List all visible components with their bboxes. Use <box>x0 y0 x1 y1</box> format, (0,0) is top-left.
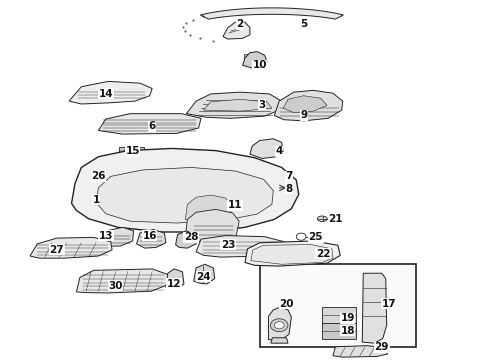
Text: 4: 4 <box>275 146 283 156</box>
Polygon shape <box>98 114 201 134</box>
Text: 21: 21 <box>328 215 343 224</box>
Polygon shape <box>194 264 215 284</box>
Polygon shape <box>30 237 112 258</box>
Ellipse shape <box>257 145 276 152</box>
FancyBboxPatch shape <box>322 307 356 323</box>
Circle shape <box>274 321 284 329</box>
Text: 22: 22 <box>316 248 330 258</box>
Bar <box>260 264 416 347</box>
Polygon shape <box>76 269 169 293</box>
Ellipse shape <box>274 174 283 177</box>
Polygon shape <box>185 195 231 225</box>
Polygon shape <box>274 90 343 121</box>
Polygon shape <box>175 231 196 248</box>
Text: 28: 28 <box>184 232 198 242</box>
Bar <box>119 147 131 154</box>
Text: 24: 24 <box>196 272 211 282</box>
Text: 8: 8 <box>285 184 293 194</box>
Text: 13: 13 <box>98 231 113 240</box>
Polygon shape <box>223 22 250 39</box>
Text: 11: 11 <box>228 200 243 210</box>
Polygon shape <box>333 346 388 357</box>
Text: 19: 19 <box>341 313 355 323</box>
Text: 30: 30 <box>108 281 123 291</box>
Polygon shape <box>269 307 292 341</box>
Ellipse shape <box>318 216 327 221</box>
Text: 14: 14 <box>98 89 113 99</box>
Polygon shape <box>137 229 166 248</box>
Text: 9: 9 <box>300 111 307 121</box>
Ellipse shape <box>212 189 239 203</box>
Text: 10: 10 <box>252 60 267 70</box>
Polygon shape <box>362 273 387 343</box>
Polygon shape <box>166 269 184 289</box>
Ellipse shape <box>144 188 171 201</box>
Polygon shape <box>251 244 333 264</box>
Polygon shape <box>243 51 267 68</box>
Ellipse shape <box>251 144 282 154</box>
Polygon shape <box>185 210 239 242</box>
Polygon shape <box>271 338 288 343</box>
Polygon shape <box>245 241 340 266</box>
Polygon shape <box>99 227 134 246</box>
Polygon shape <box>72 148 299 232</box>
Text: 23: 23 <box>220 239 235 249</box>
Polygon shape <box>69 81 152 104</box>
Text: 15: 15 <box>125 146 140 156</box>
Polygon shape <box>250 139 283 158</box>
Text: 16: 16 <box>143 231 157 240</box>
Text: 12: 12 <box>167 279 181 289</box>
Polygon shape <box>200 8 343 19</box>
Circle shape <box>270 319 288 332</box>
FancyBboxPatch shape <box>244 54 263 65</box>
Text: 3: 3 <box>259 100 266 110</box>
Text: 1: 1 <box>92 195 99 205</box>
Text: 7: 7 <box>285 171 293 181</box>
Polygon shape <box>203 99 272 111</box>
Ellipse shape <box>97 89 124 97</box>
Polygon shape <box>196 235 284 257</box>
Text: 20: 20 <box>279 299 294 309</box>
Text: 25: 25 <box>309 232 323 242</box>
Text: 29: 29 <box>375 342 389 352</box>
Text: 26: 26 <box>91 171 106 181</box>
Polygon shape <box>186 92 282 118</box>
Ellipse shape <box>203 185 247 207</box>
Polygon shape <box>283 96 327 113</box>
Text: 18: 18 <box>341 325 355 336</box>
Text: 2: 2 <box>237 19 244 29</box>
FancyBboxPatch shape <box>322 323 356 339</box>
Text: 6: 6 <box>148 121 156 131</box>
Bar <box>133 147 145 154</box>
Text: 27: 27 <box>49 245 64 255</box>
Circle shape <box>296 233 306 240</box>
Text: 17: 17 <box>382 299 396 309</box>
Text: 5: 5 <box>300 19 307 29</box>
Ellipse shape <box>135 184 179 205</box>
Polygon shape <box>96 167 273 223</box>
Ellipse shape <box>181 236 192 242</box>
